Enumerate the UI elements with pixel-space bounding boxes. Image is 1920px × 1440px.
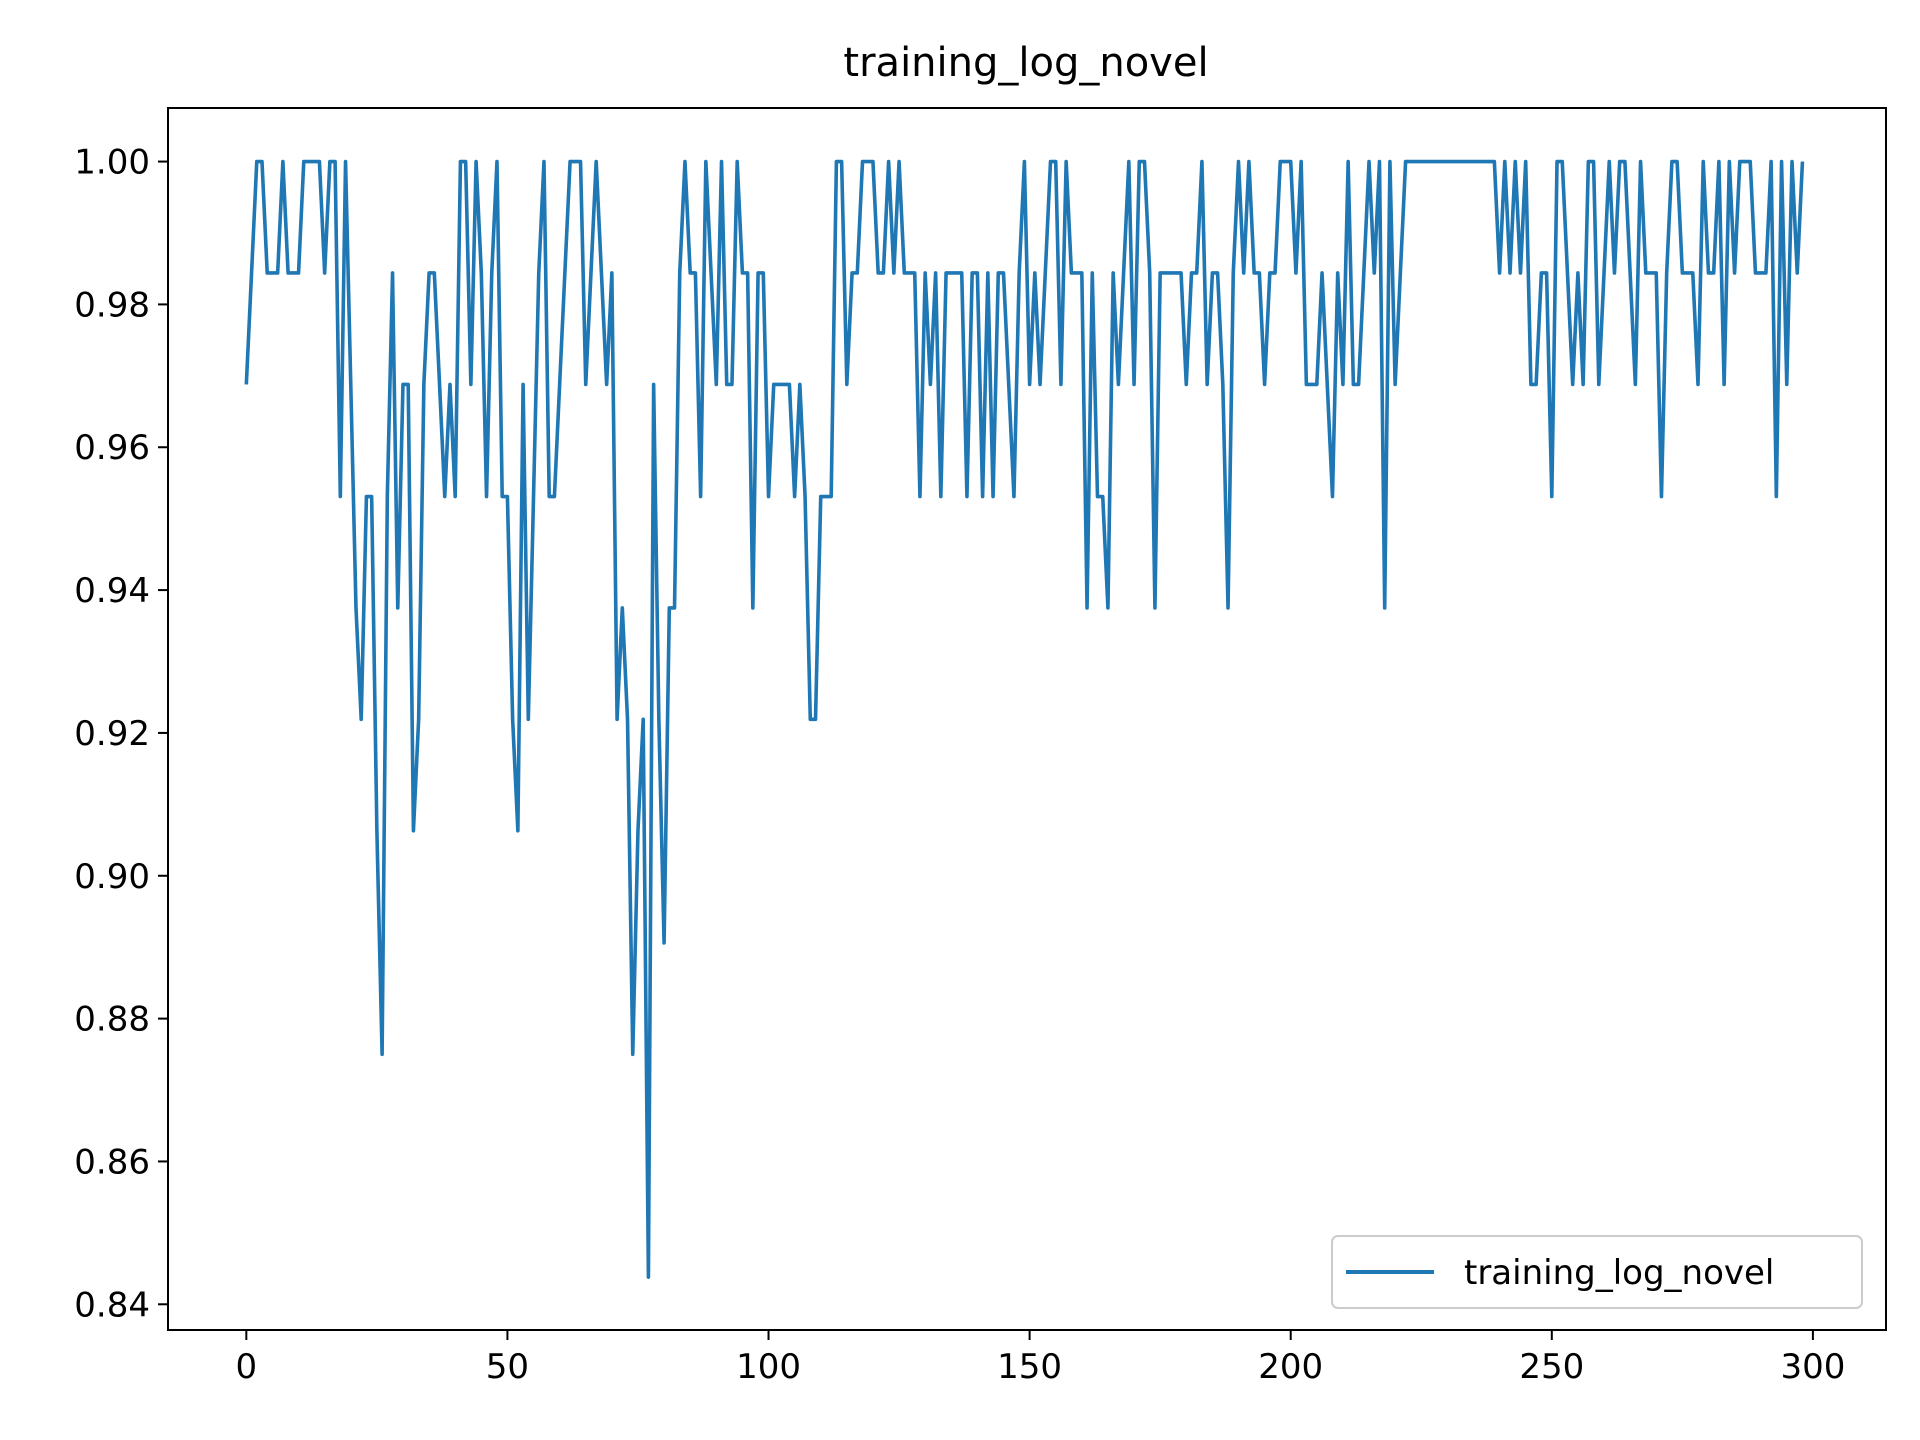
y-tick-label: 0.84 — [74, 1285, 150, 1325]
chart-title: training_log_novel — [843, 40, 1208, 86]
x-tick-label: 50 — [486, 1347, 529, 1387]
axes-frame — [167, 107, 1887, 1331]
y-axis: 0.84 0.86 0.88 0.90 0.92 0.94 0.96 0.98 1.00 — [74, 143, 168, 1325]
x-tick-label: 300 — [1780, 1347, 1845, 1387]
x-tick-label: 250 — [1519, 1347, 1584, 1387]
x-tick-label: 200 — [1258, 1347, 1323, 1387]
legend: training_log_novel — [1331, 1235, 1863, 1309]
x-tick-label: 100 — [736, 1347, 801, 1387]
plot-area — [244, 159, 1805, 1279]
y-tick-label: 0.96 — [74, 428, 150, 468]
y-tick-label: 0.86 — [74, 1142, 150, 1182]
x-axis: 0 50 100 150 200 250 300 — [236, 1330, 1845, 1387]
y-tick-label: 0.94 — [74, 571, 150, 611]
x-tick-label: 150 — [997, 1347, 1062, 1387]
legend-box — [1331, 1235, 1863, 1309]
y-tick-label: 0.92 — [74, 714, 150, 754]
y-tick-label: 0.88 — [74, 1000, 150, 1040]
y-tick-label: 0.98 — [74, 285, 150, 325]
series-line — [244, 159, 1805, 1279]
x-tick-label: 0 — [236, 1347, 258, 1387]
y-tick-label: 1.00 — [74, 143, 150, 183]
y-tick-label: 0.90 — [74, 857, 150, 897]
legend-label: training_log_novel — [1464, 1253, 1774, 1293]
